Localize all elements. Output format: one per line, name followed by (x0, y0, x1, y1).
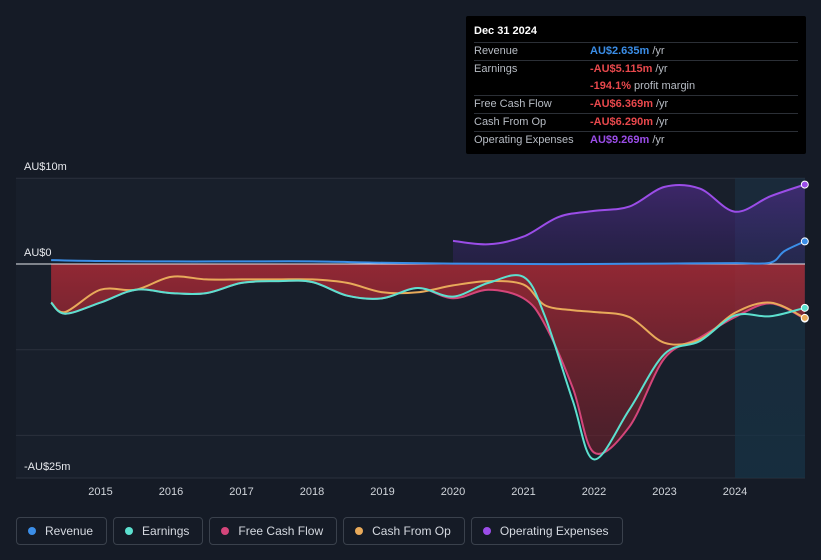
legend-dot-icon (28, 527, 36, 535)
tooltip-row: Operating Expenses AU$9.269m/yr (474, 131, 798, 149)
tooltip-row-label: Cash From Op (474, 116, 547, 128)
tooltip-row: Cash From Op -AU$6.290m/yr (474, 113, 798, 131)
end-marker-opex (800, 180, 809, 189)
legend-item-cash-from-op[interactable]: Cash From Op (343, 517, 465, 545)
end-marker-revenue (800, 237, 809, 246)
y-axis-label-zero: AU$0 (24, 247, 52, 259)
x-tick-label: 2023 (652, 486, 676, 498)
free-cash-flow-area (51, 264, 805, 454)
series-line-earnings (50, 274, 806, 461)
x-tick-label: 2018 (300, 486, 324, 498)
series-line-revenue (51, 240, 806, 266)
x-tick-label: 2015 (88, 486, 112, 498)
legend-item-free-cash-flow[interactable]: Free Cash Flow (209, 517, 338, 545)
tooltip-row: Earnings -AU$5.115m/yr (474, 60, 798, 78)
legend-dot-icon (125, 527, 134, 535)
tooltip-row-unit: /yr (655, 116, 669, 128)
legend: Revenue Earnings Free Cash Flow Cash From O… (16, 517, 623, 545)
tooltip-row: -194.1% profit margin (474, 78, 798, 95)
tooltip-row-value: -AU$6.369m (590, 98, 653, 110)
x-tick-label: 2017 (229, 486, 253, 498)
legend-label: Operating Expenses (499, 524, 609, 538)
series-lines (50, 183, 806, 461)
end-marker-cfo (800, 313, 809, 322)
operating-expenses-area (453, 184, 805, 264)
legend-item-revenue[interactable]: Revenue (16, 517, 108, 545)
tooltip-row-unit: /yr (652, 45, 665, 57)
tooltip-row-label: Free Cash Flow (474, 98, 552, 110)
y-axis-label-top: AU$10m (24, 161, 67, 173)
y-axis-label-bottom: -AU$25m (24, 461, 70, 473)
tooltip-row-unit: /yr (652, 134, 665, 146)
tooltip-row-label: Revenue (474, 45, 519, 57)
data-tooltip: Dec 31 2024 Revenue AU$2.635m/yr Earnings -… (466, 16, 806, 154)
tooltip-row-value: AU$9.269m (590, 134, 650, 146)
legend-label: Earnings (142, 524, 190, 538)
tooltip-row-value: -AU$5.115m (590, 63, 653, 75)
tooltip-row-value: AU$2.635m (590, 45, 650, 57)
tooltip-row-value: -AU$6.290m (590, 116, 653, 128)
series-line-opex (452, 183, 806, 246)
tooltip-row-label: Operating Expenses (474, 134, 574, 146)
x-tick-label: 2024 (723, 486, 747, 498)
legend-dot-icon (482, 527, 491, 535)
x-tick-label: 2022 (582, 486, 606, 498)
legend-item-operating-expenses[interactable]: Operating Expenses (470, 517, 623, 545)
legend-dot-icon (221, 527, 230, 535)
legend-label: Revenue (45, 524, 94, 538)
tooltip-rows: Revenue AU$2.635m/yr Earnings -AU$5.115m/yr… (474, 42, 798, 149)
series-line-cfo (50, 275, 806, 346)
end-markers (800, 180, 809, 323)
tooltip-row-value: -194.1% (590, 80, 631, 92)
x-tick-label: 2019 (370, 486, 394, 498)
x-tick-label: 2016 (159, 486, 183, 498)
tooltip-row-unit: profit margin (633, 80, 696, 92)
tooltip-row: Free Cash Flow -AU$6.369m/yr (474, 95, 798, 113)
x-axis: 2015 2016 2017 2018 2019 2020 2021 2022 2023 2024 (88, 486, 747, 498)
tooltip-row-label (474, 78, 590, 95)
legend-label: Cash From Op (372, 524, 451, 538)
tooltip-row-label: Earnings (474, 63, 518, 75)
x-tick-label: 2020 (441, 486, 465, 498)
tooltip-row-unit: /yr (655, 98, 669, 110)
tooltip-row-unit: /yr (655, 63, 668, 75)
x-tick-label: 2021 (511, 486, 535, 498)
gridlines (16, 177, 805, 479)
end-marker-earnings (800, 303, 809, 312)
legend-label: Free Cash Flow (238, 524, 324, 538)
tooltip-date: Dec 31 2024 (474, 25, 537, 37)
legend-item-earnings[interactable]: Earnings (113, 517, 204, 545)
tooltip-row: Revenue AU$2.635m/yr (474, 42, 798, 60)
legend-dot-icon (355, 527, 364, 535)
